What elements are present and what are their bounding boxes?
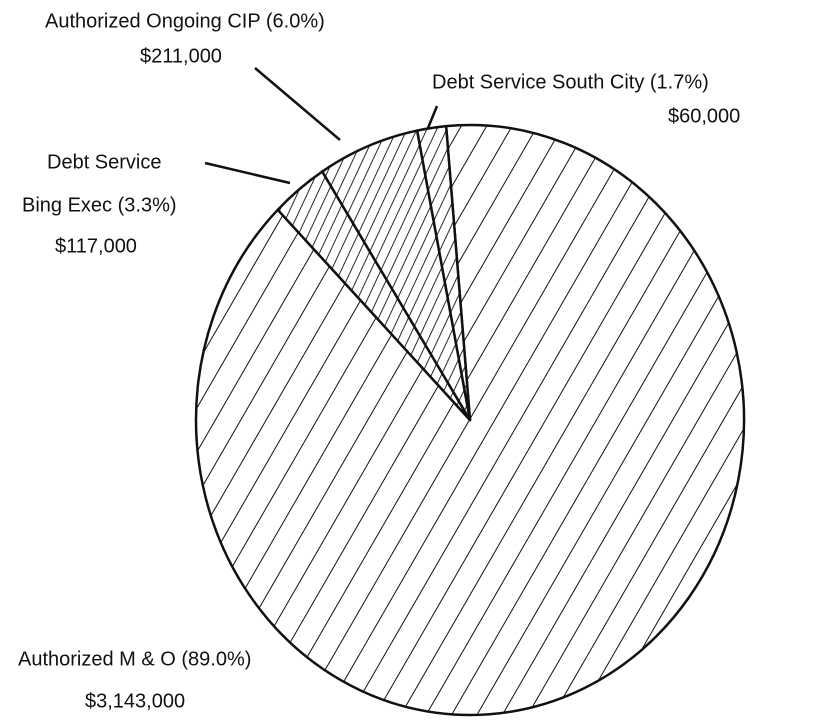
leader-line bbox=[254, 67, 341, 141]
pie bbox=[194, 123, 746, 717]
leader-line bbox=[426, 105, 439, 129]
value-label: $60,000 bbox=[668, 105, 740, 127]
slice-label: Authorized Ongoing CIP (6.0%) bbox=[45, 10, 325, 32]
slice-label: Debt Service South City (1.7%) bbox=[432, 71, 709, 93]
slice-label: Debt Service bbox=[47, 151, 162, 173]
labels: Authorized M & O (89.0%) $3,143,000 Debt S… bbox=[18, 10, 740, 712]
pie-slice bbox=[415, 124, 472, 422]
value-label: $211,000 bbox=[140, 45, 222, 67]
slice-label: Bing Exec (3.3%) bbox=[22, 194, 177, 216]
leader-line bbox=[204, 161, 291, 185]
slice-label: Authorized M & O (89.0%) bbox=[18, 648, 251, 670]
value-label: $117,000 bbox=[55, 235, 137, 257]
value-label: $3,143,000 bbox=[85, 690, 185, 712]
